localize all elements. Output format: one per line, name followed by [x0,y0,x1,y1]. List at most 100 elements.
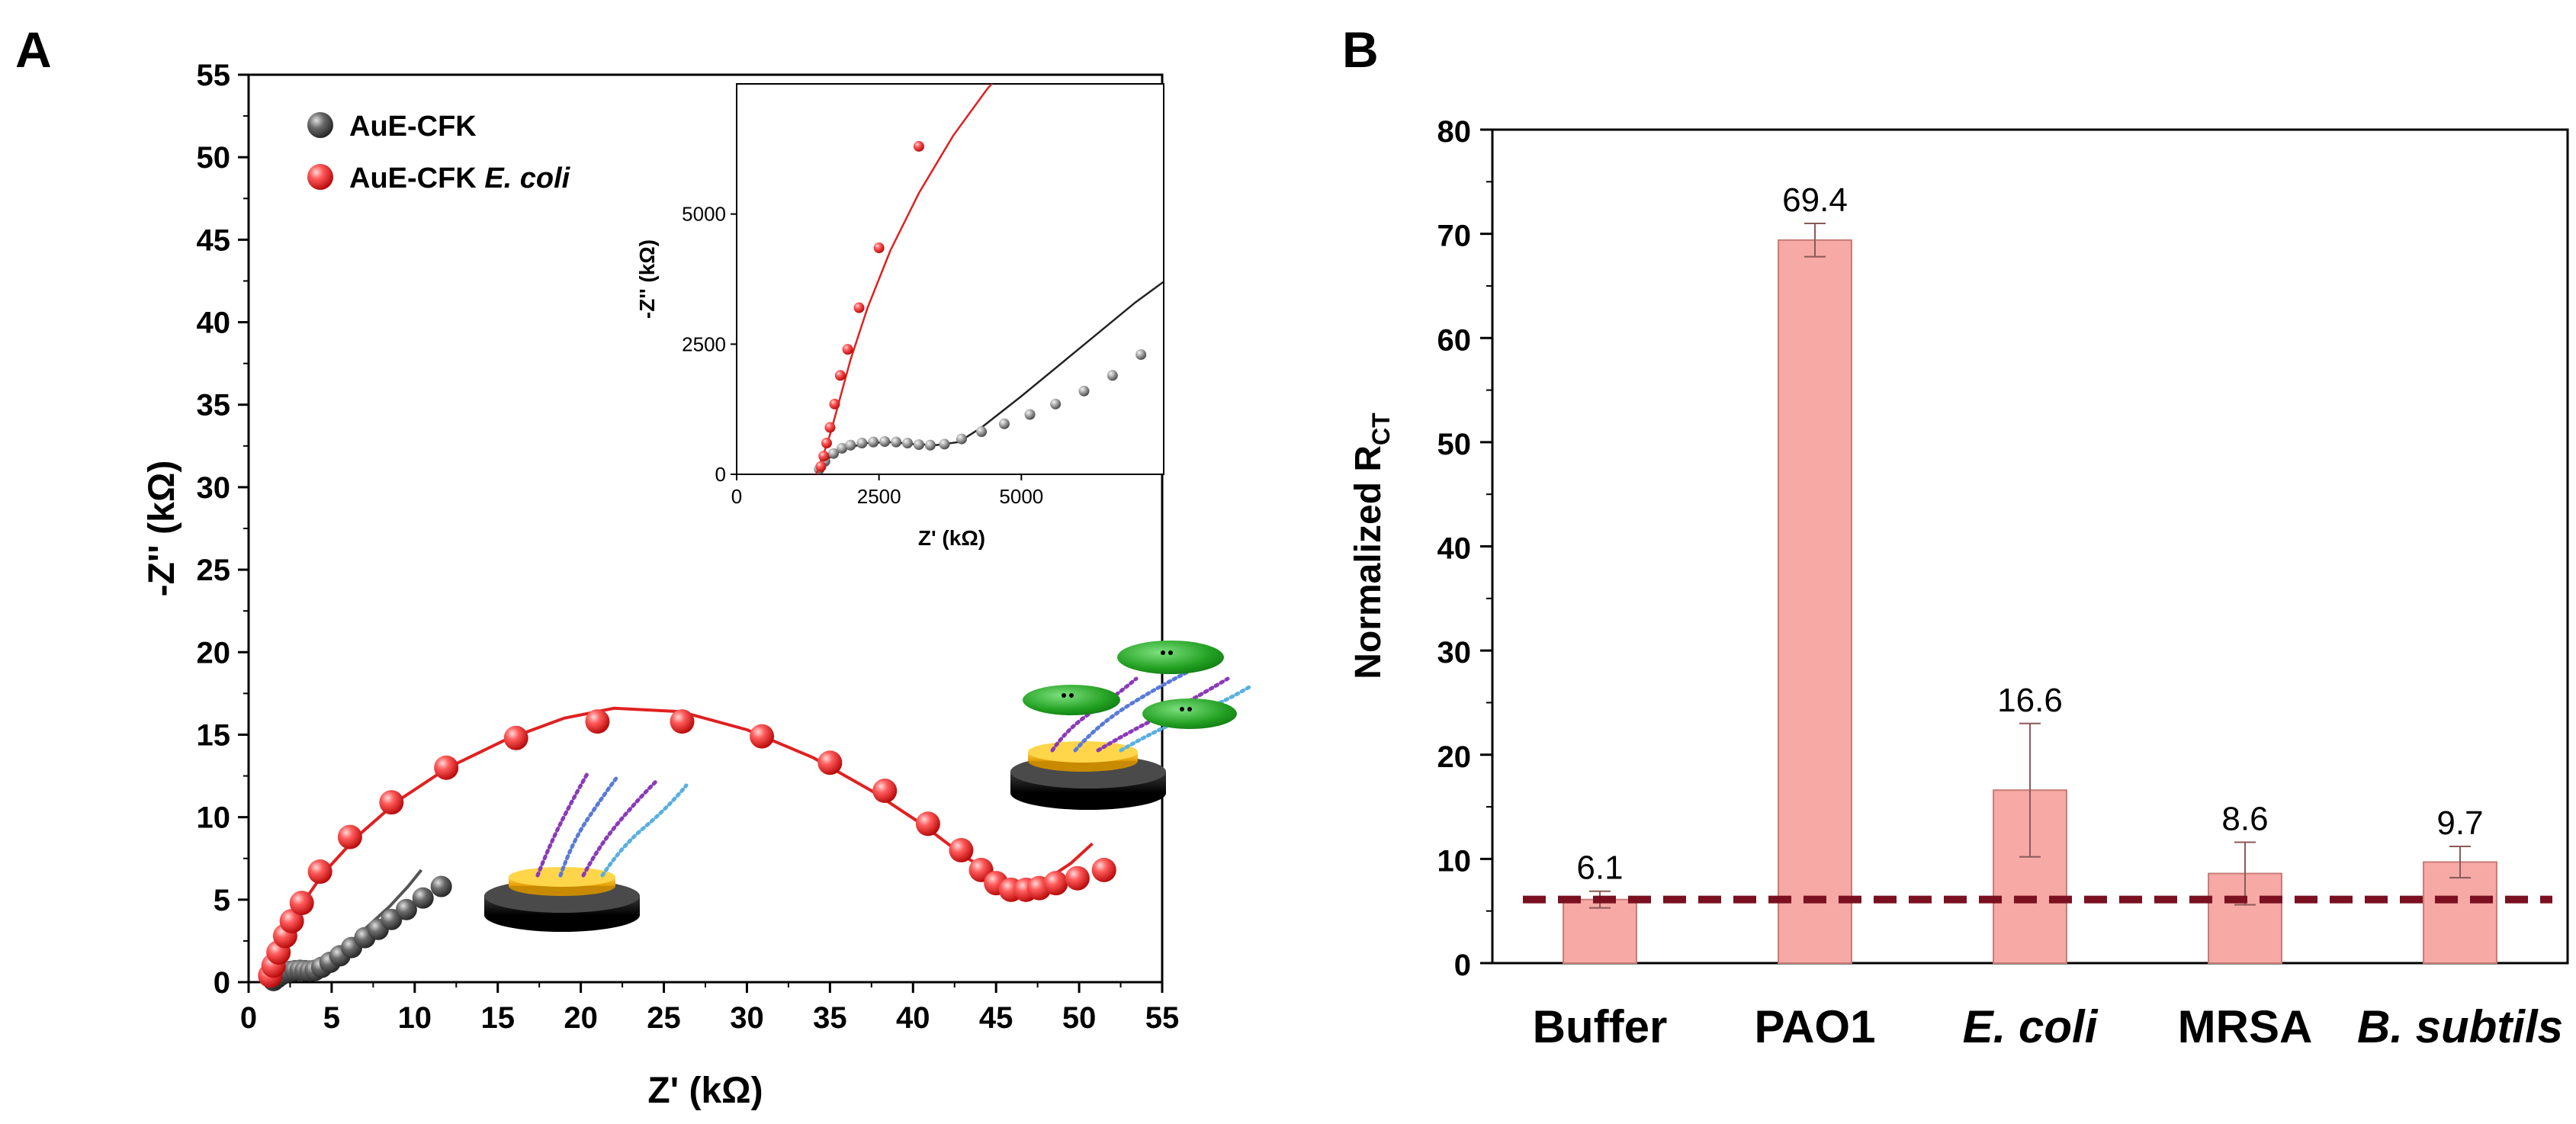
bar-y-tick-label: 70 [1437,220,1472,253]
x-tick-label: 5 [323,1001,340,1035]
x-tick-label: 40 [896,1001,930,1035]
bar-value-label-0: 6.1 [1576,849,1623,887]
inset-data-point-red [913,140,924,152]
data-point-red [503,725,528,750]
bar-value-label-3: 8.6 [2221,801,2268,838]
inset-data-point-gray [879,435,891,447]
y-tick-label: 40 [197,307,231,340]
data-point-red [817,750,843,776]
inset-x-tick-label: 5000 [999,485,1043,508]
data-point-red [949,837,974,862]
bar-chart: 0 10 20 30 40 50 60 70 80 6.1 69.4 16.6 8.6 9.7 Buff… [1348,115,2569,1052]
y-tick-label: 0 [214,966,230,1000]
inset-plot: 0 2500 5000 0 2500 5000 -Z'' (kΩ) Z' (kΩ) [635,21,1164,550]
bars-layer: 6.1 69.4 16.6 8.6 9.7 [1523,181,2552,965]
inset-y-axis-label: -Z'' (kΩ) [635,239,659,319]
bar-y-tick-label: 0 [1454,949,1471,982]
bar-y-tick-label: 80 [1437,115,1472,149]
data-point-red [585,709,610,734]
inset-x-axis-label: Z' (kΩ) [918,526,985,550]
x-tick-label: 10 [398,1001,432,1035]
inset-data-point-gray [1024,409,1036,420]
y-tick-label: 30 [197,471,231,505]
panel-b-label: B [1342,21,1379,78]
x-tick-label: 15 [480,1001,515,1035]
inset-x-ticks: 0 2500 5000 [731,474,1043,508]
x-tick-label: 25 [647,1001,681,1035]
category-label-4: B. subtils [2357,1001,2563,1052]
data-point-red [379,790,404,815]
bar-y-tick-label: 20 [1437,740,1472,774]
panel-a-label: A [15,21,52,78]
data-point-red [307,859,332,885]
inset-data-point-red [842,344,853,355]
data-point-gray [430,875,452,898]
data-point-gray [395,898,417,920]
data-point-red [434,755,459,780]
category-label-3: MRSA [2178,1001,2313,1052]
inset-series-group [814,21,1164,474]
inset-data-point-gray [913,439,924,451]
data-point-red [872,779,898,804]
inset-data-point-red [829,398,840,409]
bar-value-label-1: 69.4 [1782,181,1848,219]
inset-data-point-red [982,21,993,32]
bar-y-tick-label: 60 [1437,323,1472,357]
bar-y-tick-label: 30 [1437,636,1472,670]
data-point-red [1043,871,1068,896]
x-tick-label: 50 [1062,1001,1097,1035]
inset-data-point-gray [1078,385,1090,397]
bar-value-label-4: 9.7 [2436,804,2483,842]
data-point-red [915,811,940,837]
bare-electrode-illustration [484,772,689,932]
y-tick-label: 25 [197,554,231,587]
category-label-0: Buffer [1533,1001,1668,1052]
data-point-red [337,824,362,849]
inset-data-point-red [834,370,846,381]
inset-data-point-red [824,422,836,433]
x-tick-label: 20 [564,1001,598,1035]
bar-y-axis-label: Normalized RCT [1348,413,1395,679]
data-point-red [750,724,775,749]
y-axis-label: -Z'' (kΩ) [142,461,182,597]
y-tick-label: 15 [197,718,231,752]
data-point-red [670,709,695,734]
bar-value-label-2: 16.6 [1997,682,2063,719]
inset-y-ticks: 0 2500 5000 [682,203,737,486]
inset-data-point-gray [1050,398,1062,409]
inset-y-tick-label: 0 [715,463,726,486]
bar-1 [1778,239,1852,964]
inset-data-point-gray [956,433,967,445]
data-point-red [289,891,314,916]
legend-entry-2: AuE-CFK E. coli [349,162,571,194]
legend: AuE-CFK AuE-CFK E. coli [307,111,571,194]
bar-4 [2423,861,2497,964]
inset-y-tick-label: 2500 [682,332,726,355]
category-label-2: E. coli [1963,1001,2099,1052]
category-label-1: PAO1 [1755,1001,1876,1052]
bar-0 [1563,898,1637,964]
inset-data-point-gray [868,436,879,448]
y-axis-ticks: 0 5 10 15 20 25 30 35 40 45 50 55 [197,59,249,1000]
inset-y-tick-label: 5000 [682,203,726,226]
legend-entry-1: AuE-CFK [349,111,477,143]
y-tick-label: 20 [197,636,231,670]
data-point-red [279,908,304,933]
inset-data-point-red [853,302,865,313]
inset-data-point-gray [845,439,856,451]
inset-data-point-gray [827,448,839,459]
bar-y-ticks: 0 10 20 30 40 50 60 70 80 [1437,115,1492,982]
inset-series-layer [814,21,1164,474]
inset-data-point-gray [891,436,902,448]
inset-frame [736,83,1164,475]
inset-data-point-gray [924,439,936,451]
x-tick-label: 35 [813,1001,847,1035]
legend-marker-gray [307,112,333,138]
x-tick-label: 45 [979,1001,1013,1035]
bar-y-tick-label: 50 [1437,428,1472,461]
inset-x-tick-label: 2500 [857,485,901,508]
series-layer [258,706,1116,991]
y-tick-label: 5 [214,884,230,917]
inset-data-point-gray [939,438,950,450]
x-tick-label: 55 [1145,1001,1180,1035]
